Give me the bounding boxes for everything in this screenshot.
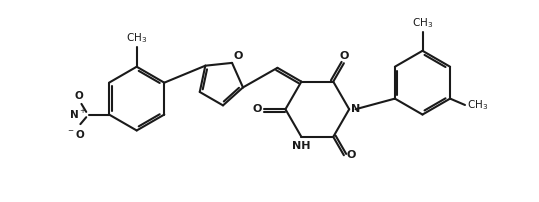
Text: CH$_3$: CH$_3$: [412, 16, 433, 30]
Text: O: O: [252, 104, 261, 114]
Text: CH$_3$: CH$_3$: [126, 31, 147, 45]
Text: O: O: [347, 150, 356, 160]
Text: N: N: [351, 104, 361, 114]
Text: $^-$O: $^-$O: [66, 128, 86, 140]
Text: O: O: [339, 51, 349, 61]
Text: CH$_3$: CH$_3$: [467, 98, 488, 112]
Text: N$^+$: N$^+$: [69, 107, 87, 121]
Text: O: O: [75, 91, 84, 101]
Text: NH: NH: [292, 141, 310, 151]
Text: O: O: [233, 51, 243, 61]
